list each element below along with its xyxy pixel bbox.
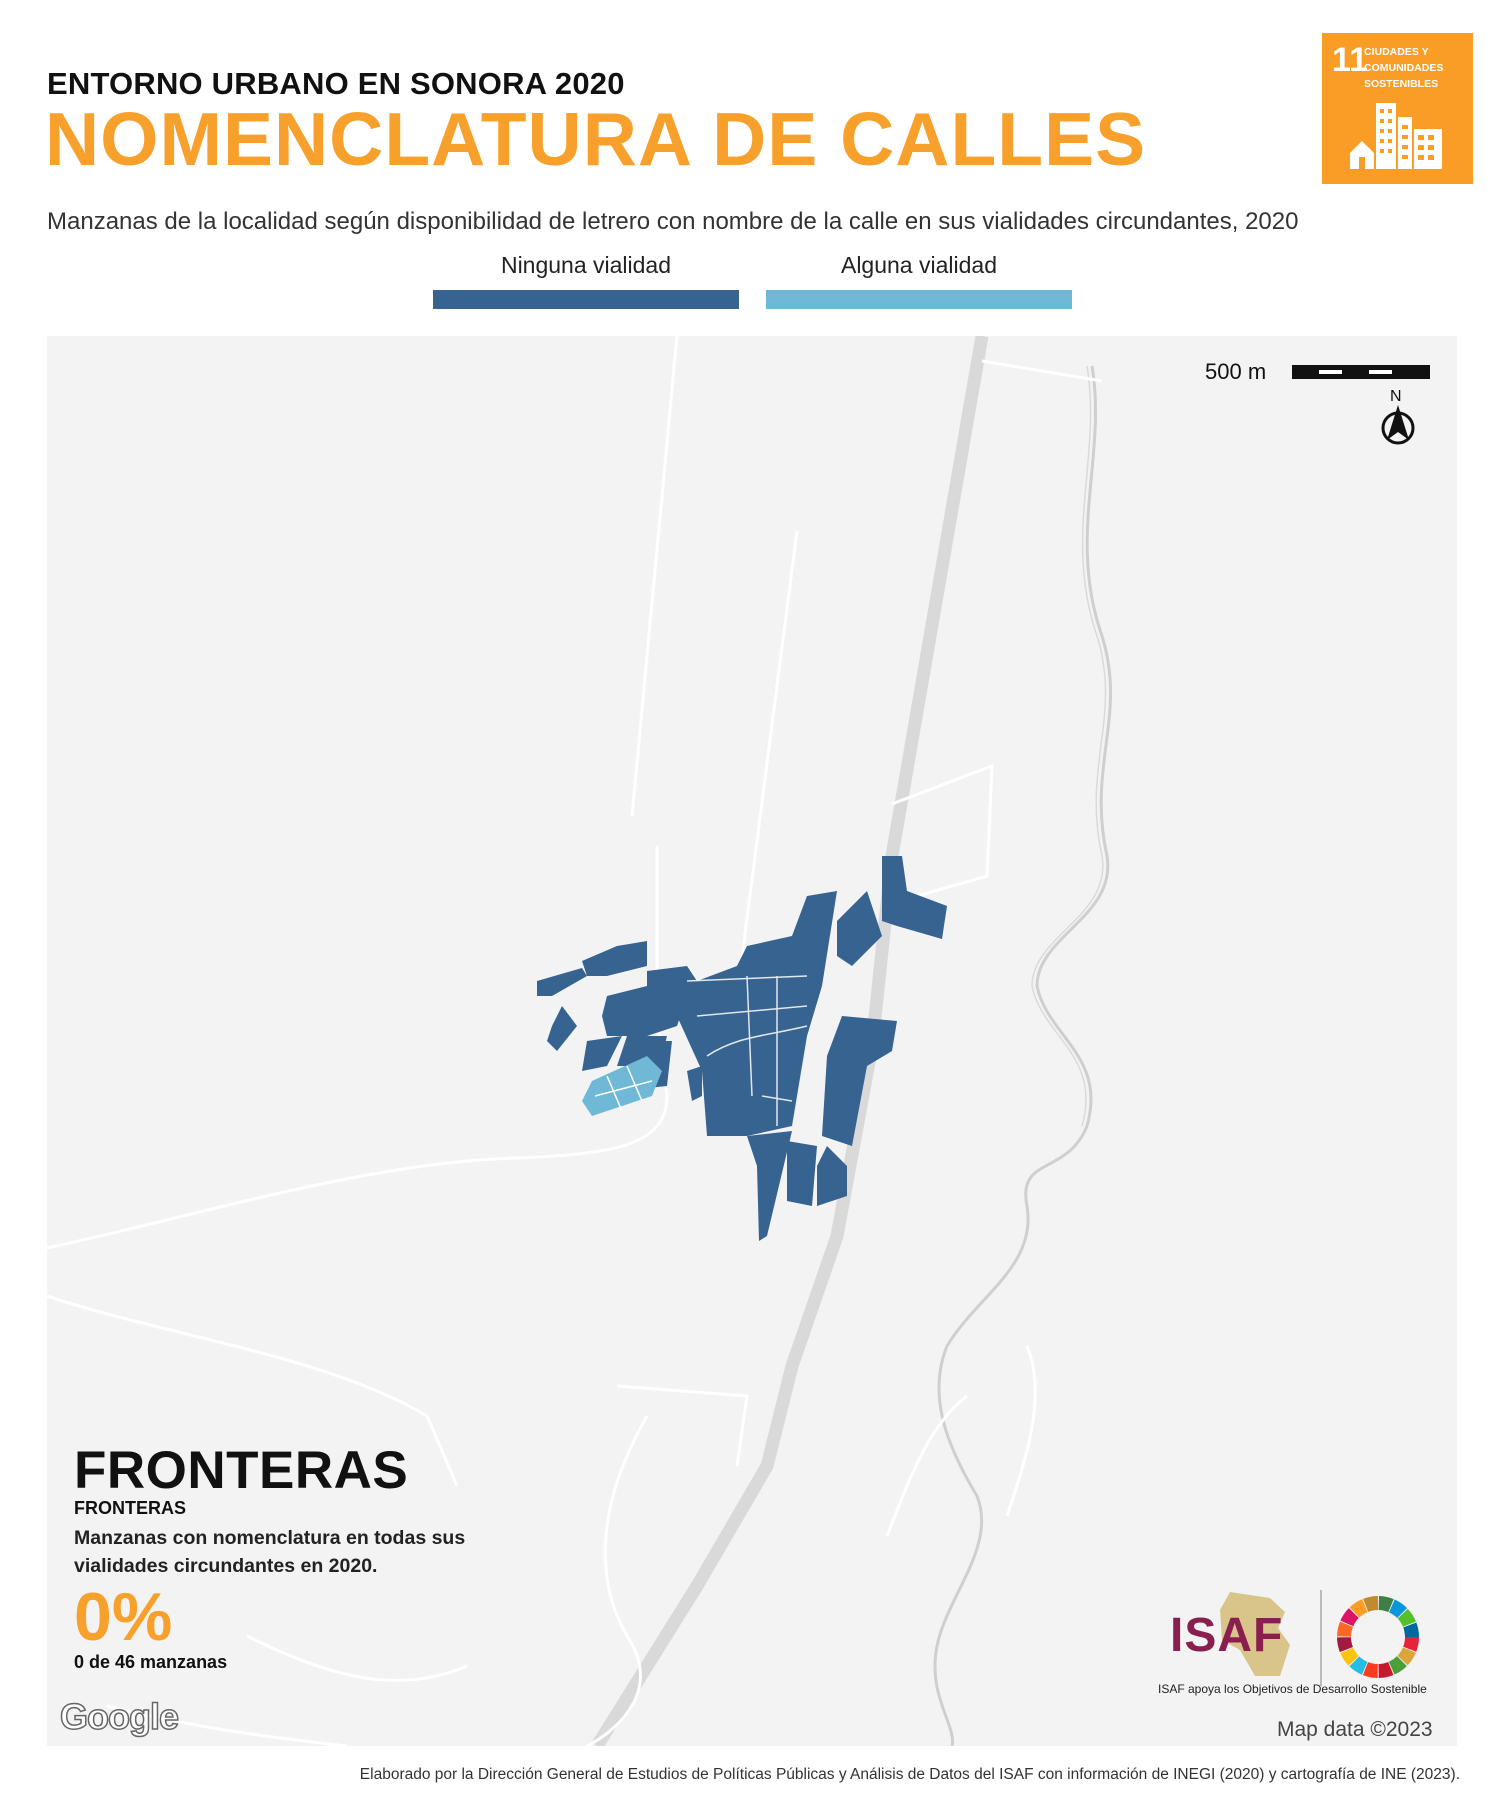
sdg-wheel-icon [1337, 1596, 1419, 1678]
river-line [933, 365, 1113, 1746]
city-buildings-icon [1350, 103, 1442, 169]
google-logo: Google [59, 1695, 180, 1738]
block-west-1 [582, 941, 647, 976]
road-sw-4 [106, 1704, 348, 1746]
sdg-number: 11 [1332, 41, 1368, 79]
sdg-11-badge: 11 CIUDADES Y COMUNIDADES SOSTENIBLES [1322, 33, 1473, 184]
road-s-loop [586, 1415, 649, 1746]
north-label: N [1390, 388, 1402, 405]
road-nw [630, 336, 679, 817]
locality-name: FRONTERAS [74, 1441, 409, 1500]
road-w-long [47, 1015, 669, 1250]
block-se-1 [787, 1141, 817, 1206]
page-title: NOMENCLATURA DE CALLES [45, 97, 1147, 181]
scale-bar [1292, 365, 1430, 379]
legend-label-ninguna: Ninguna vialidad [500, 252, 672, 278]
logo-divider [1320, 1590, 1322, 1686]
municipality-name: FRONTERAS [74, 1498, 186, 1518]
legend-swatch-alguna [766, 290, 1072, 309]
road-sw-3 [246, 1634, 468, 1682]
indicator-description: Manzanas con nomenclatura en todas sus v… [74, 1527, 466, 1577]
block-east-4 [817, 1146, 847, 1206]
road-ne-top [981, 359, 1103, 383]
block-alguna [582, 1056, 662, 1116]
block-main [647, 891, 837, 1136]
map-canvas [47, 336, 1113, 1746]
map-panel[interactable]: 500 m N [47, 336, 1457, 1746]
footer-credit: Elaborado por la Dirección General de Es… [359, 1766, 1460, 1783]
block-east-3 [822, 1016, 897, 1146]
block-far-west [547, 1006, 577, 1051]
block-sw-tail [747, 1131, 792, 1241]
block-west-7 [687, 1066, 702, 1101]
block-west-2 [602, 986, 687, 1036]
isaf-tagline: ISAF apoya los Objetivos de Desarrollo S… [1158, 1682, 1427, 1696]
north-arrow-icon: N [1379, 388, 1419, 446]
legend-swatch-ninguna [433, 290, 739, 309]
river-line-2 [1031, 365, 1107, 1127]
sdg-label: CIUDADES Y COMUNIDADES SOSTENIBLES [1364, 46, 1444, 90]
isaf-logo: ISAF [1170, 1609, 1284, 1662]
block-west-3 [537, 968, 587, 996]
road-se-2 [1005, 1345, 1037, 1517]
road-se-1 [885, 1394, 968, 1537]
indicator-percent: 0% [74, 1579, 173, 1655]
road-n [735, 530, 799, 997]
block-east-2 [837, 891, 882, 966]
indicator-count: 0 de 46 manzanas [74, 1652, 228, 1672]
road-ne-box [891, 763, 994, 898]
map-attribution: Map data ©2023 [1277, 1718, 1433, 1741]
block-west-5 [582, 1036, 622, 1071]
road-sw-2 [616, 1384, 749, 1467]
legend-label-alguna: Alguna vialidad [840, 252, 997, 278]
block-east-1 [882, 856, 947, 939]
page-subtitle: Manzanas de la localidad según disponibi… [47, 208, 1299, 235]
sonora-map-icon [1220, 1592, 1290, 1676]
report-kicker: ENTORNO URBANO EN SONORA 2020 [47, 66, 625, 101]
scale-label: 500 m [1205, 359, 1267, 384]
road-sw-1 [47, 1294, 459, 1487]
